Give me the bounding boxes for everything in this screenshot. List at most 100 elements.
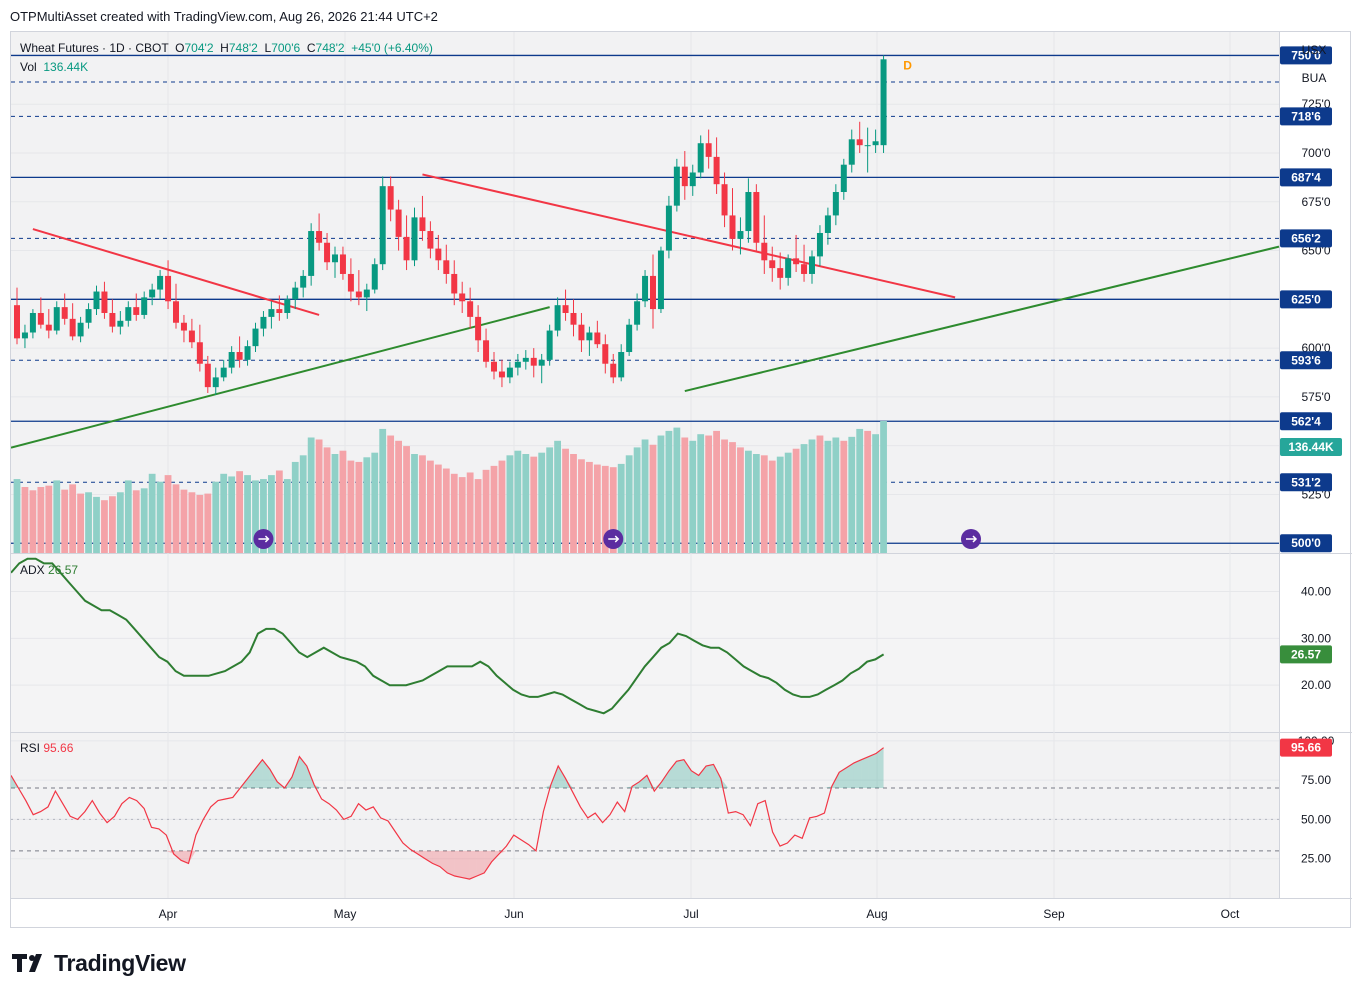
candle-body xyxy=(626,324,633,353)
candle-body xyxy=(220,367,227,378)
volume-bar xyxy=(522,454,530,553)
candle-body xyxy=(856,139,863,146)
volume-bar xyxy=(93,496,100,553)
volume-bar xyxy=(212,481,220,553)
volume-bar xyxy=(442,468,450,553)
event-marker-arrow-icon xyxy=(258,535,270,543)
rsi-overbought-fill xyxy=(624,786,633,788)
candle-body xyxy=(236,352,243,360)
tradingview-logo-icon xyxy=(12,954,42,972)
support-trendline xyxy=(10,306,550,449)
tradingview-logo[interactable]: TradingView xyxy=(12,948,186,978)
currency-usx[interactable]: USX xyxy=(1301,43,1327,57)
volume-bar xyxy=(299,455,307,553)
volume-bar xyxy=(737,447,744,553)
candle-body xyxy=(451,273,458,294)
volume-bar xyxy=(768,460,776,553)
rsi-overbought-fill xyxy=(661,770,670,788)
rsi-overbought-fill xyxy=(269,769,278,788)
candle-body xyxy=(204,363,211,388)
candle-body xyxy=(173,301,179,323)
candle-body xyxy=(324,242,331,263)
candle-body xyxy=(188,330,195,343)
candle-body xyxy=(824,215,831,233)
unit-bua[interactable]: BUA xyxy=(1301,71,1327,85)
rsi-tick-label: 75.00 xyxy=(1301,773,1331,787)
candle-body xyxy=(45,324,52,331)
rsi-overbought-fill xyxy=(669,761,677,788)
rsi-badge-label: 95.66 xyxy=(1291,741,1321,755)
daily-marker-label: D xyxy=(903,58,912,72)
close-value: 748'2 xyxy=(315,41,345,55)
candle-body xyxy=(363,289,370,298)
candle-body xyxy=(848,139,855,165)
support-trendline xyxy=(684,245,1280,393)
rsi-overbought-fill xyxy=(824,786,832,788)
volume-bar xyxy=(601,465,609,553)
candle-body xyxy=(403,236,410,261)
chart-frame: AprMayJunJulAugSepOct750'0725'0700'0675'… xyxy=(10,31,1352,929)
volume-bar xyxy=(713,430,720,553)
candle-body xyxy=(657,250,664,310)
volume-bar xyxy=(434,464,442,553)
volume-bar xyxy=(530,456,538,553)
volume-bar xyxy=(665,430,673,553)
close-label: C xyxy=(306,41,316,55)
volume-bar xyxy=(832,437,840,553)
volume-bar xyxy=(53,480,61,553)
rsi-overbought-fill xyxy=(706,764,714,788)
candle-body xyxy=(530,357,537,366)
rsi-overbought-fill xyxy=(868,753,877,788)
rsi-legend[interactable]: RSI 95.66 xyxy=(20,741,73,755)
price-level-badge-label: 750'0 xyxy=(1291,48,1321,62)
adx-badge-label: 26.57 xyxy=(1291,647,1321,661)
volume-bar xyxy=(275,470,283,553)
symbol-legend[interactable]: Wheat Futures · 1D · CBOT O704'2 H748'2 … xyxy=(20,39,433,77)
volume-bar xyxy=(673,427,681,553)
volume-bar xyxy=(474,479,482,553)
low-value: 700'6 xyxy=(271,41,301,55)
currency-unit-box[interactable]: USX BUA xyxy=(1283,38,1345,94)
rsi-oversold-fill xyxy=(439,850,448,873)
rsi-overbought-fill xyxy=(698,766,707,788)
volume-bar xyxy=(172,484,180,553)
rsi-overbought-fill xyxy=(255,759,263,788)
candle-body xyxy=(506,367,513,378)
candle-body xyxy=(610,363,617,378)
candle-body xyxy=(840,164,847,193)
volume-bar xyxy=(101,500,108,553)
volume-bar xyxy=(109,496,116,553)
candle-body xyxy=(443,260,450,274)
chart-canvas[interactable]: AprMayJunJulAugSepOct750'0725'0700'0675'… xyxy=(10,32,1352,929)
candle-body xyxy=(308,231,315,276)
volume-bar xyxy=(363,457,371,553)
volume-bar xyxy=(562,448,569,553)
candle-body xyxy=(292,287,299,300)
rsi-line xyxy=(10,747,884,880)
adx-legend[interactable]: ADX 26.57 xyxy=(20,563,78,577)
candle-body xyxy=(713,156,720,185)
volume-bar xyxy=(586,461,593,553)
candle-body xyxy=(562,305,569,313)
volume-bar xyxy=(156,481,164,553)
symbol-name[interactable]: Wheat Futures · 1D · CBOT xyxy=(20,41,169,55)
candle-body xyxy=(165,275,172,302)
adx-badge xyxy=(1280,645,1332,664)
volume-bar xyxy=(252,480,259,553)
volume-bar xyxy=(196,494,204,553)
candle-body xyxy=(212,377,219,388)
volume-bar xyxy=(124,480,132,553)
candle-body xyxy=(745,192,752,232)
candle-body xyxy=(196,342,203,364)
rsi-pane-bg xyxy=(11,733,1279,898)
volume-bar xyxy=(260,479,267,553)
candle-body xyxy=(689,172,696,187)
volume-bar xyxy=(482,469,490,553)
candle-body xyxy=(618,352,625,378)
volume-bar xyxy=(792,448,800,553)
volume-bar xyxy=(466,472,474,553)
time-axis-label: Apr xyxy=(159,907,178,921)
candle-body xyxy=(483,340,490,362)
rsi-overbought-fill xyxy=(543,784,551,788)
volume-bar xyxy=(824,440,832,553)
